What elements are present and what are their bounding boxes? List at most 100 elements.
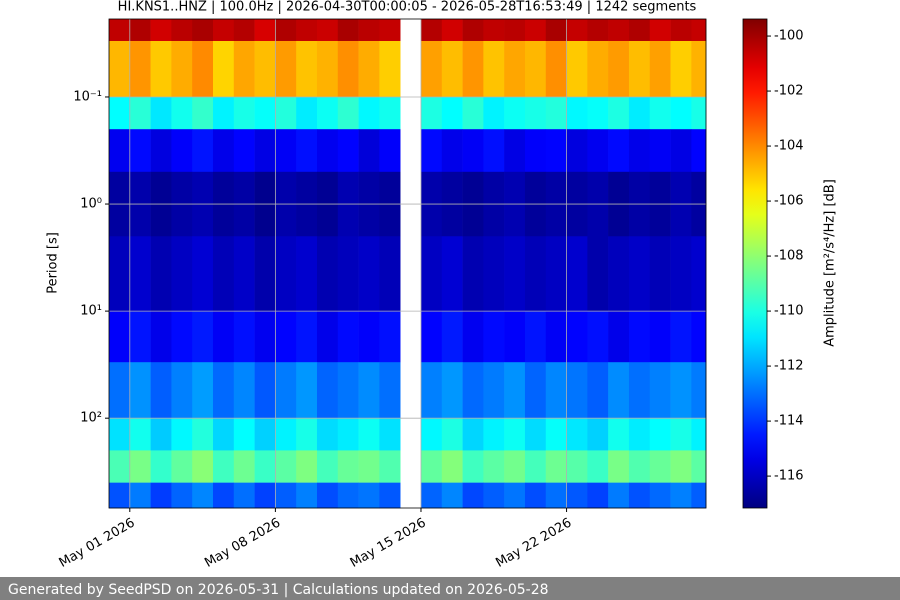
heatmap-cell (233, 450, 255, 483)
heatmap-cell (504, 482, 526, 509)
heatmap-cell (483, 19, 505, 42)
heatmap-cell (420, 96, 443, 130)
heatmap-cell (462, 482, 484, 509)
heatmap-cell (691, 418, 707, 451)
heatmap-cell (545, 236, 567, 312)
heatmap-cell (150, 450, 172, 483)
heatmap-cell (462, 40, 484, 98)
heatmap-cell (337, 96, 359, 130)
heatmap-cell (691, 96, 707, 130)
heatmap-cell (483, 362, 505, 419)
colorbar (742, 18, 768, 509)
heatmap-cell (441, 418, 463, 451)
heatmap-cell (109, 236, 131, 312)
x-tick-label: May 15 2026 (348, 516, 429, 571)
x-tick-label: May 22 2026 (493, 516, 574, 571)
heatmap-cell (150, 96, 172, 130)
x-tick-label: May 01 2026 (57, 516, 138, 571)
heatmap-cell (628, 129, 651, 173)
heatmap-cell (379, 96, 401, 130)
heatmap-cell (524, 362, 547, 419)
heatmap-cell (504, 96, 526, 130)
heatmap-cell (337, 129, 359, 173)
colorbar-label: Amplitude [m²/s⁴/Hz] [dB] (823, 179, 838, 347)
heatmap-cell (379, 418, 401, 451)
heatmap-cell (545, 482, 567, 509)
heatmap-cell (441, 450, 463, 483)
heatmap-cell (379, 482, 401, 509)
heatmap-cell (192, 19, 214, 42)
heatmap-cell (524, 482, 547, 509)
heatmap-cell (608, 40, 630, 98)
heatmap-cell (483, 96, 505, 130)
heatmap-cell (150, 362, 172, 419)
heatmap-cell (316, 418, 339, 451)
heatmap-cell (608, 311, 630, 363)
heatmap-cell (109, 19, 131, 42)
heatmap-cell (296, 129, 318, 173)
heatmap-cell (608, 19, 630, 42)
heatmap-cell (212, 482, 235, 509)
heatmap-cell (420, 450, 443, 483)
x-tick-label: May 08 2026 (202, 516, 283, 571)
y-tick-label: 10² (80, 411, 102, 426)
heatmap-cell (212, 40, 235, 98)
heatmap-cell (566, 96, 588, 130)
heatmap-cell (670, 129, 692, 173)
heatmap-cell (649, 40, 671, 98)
heatmap-cell (233, 96, 255, 130)
heatmap-cell (587, 418, 609, 451)
heatmap-cell (649, 96, 671, 130)
heatmap-cell (441, 236, 463, 312)
heatmap-cell (296, 450, 318, 483)
heatmap-cell (192, 418, 214, 451)
heatmap-cell (691, 40, 707, 98)
heatmap-cell (545, 96, 567, 130)
heatmap-cell (504, 129, 526, 173)
heatmap-cell (441, 19, 463, 42)
heatmap-cell (420, 19, 443, 42)
heatmap-cell (628, 311, 651, 363)
heatmap-cell (316, 96, 339, 130)
heatmap-cell (109, 450, 131, 483)
heatmap-cell (608, 96, 630, 130)
heatmap-cell (628, 450, 651, 483)
colorbar-tick-label: -114 (774, 414, 804, 429)
heatmap-cell (212, 96, 235, 130)
heatmap-cell (524, 40, 547, 98)
heatmap-cell (628, 40, 651, 98)
footer-bar (0, 577, 900, 600)
heatmap-cell (462, 96, 484, 130)
heatmap-cell (275, 129, 297, 173)
heatmap-cell (150, 19, 172, 42)
heatmap-cell (358, 40, 380, 98)
heatmap-cell (483, 236, 505, 312)
heatmap-cell (566, 362, 588, 419)
y-tick-label: 10¹ (80, 304, 102, 319)
heatmap-cell (275, 96, 297, 130)
heatmap-cell (192, 40, 214, 98)
heatmap-cell (608, 362, 630, 419)
heatmap-cell (296, 418, 318, 451)
heatmap-cell (129, 40, 151, 98)
heatmap-cell (420, 418, 443, 451)
heatmap-cell (608, 418, 630, 451)
footer-text: Generated by SeedPSD on 2026-05-31 | Cal… (8, 582, 549, 598)
heatmap-cell (379, 311, 401, 363)
heatmap-cell (171, 236, 193, 312)
heatmap-cell (275, 311, 297, 363)
heatmap-cell (649, 19, 671, 42)
heatmap-cell (587, 96, 609, 130)
heatmap-cell (316, 129, 339, 173)
heatmap-cell (670, 19, 692, 42)
heatmap-cell (587, 40, 609, 98)
heatmap-cell (420, 362, 443, 419)
heatmap-cell (316, 40, 339, 98)
heatmap-cell (441, 482, 463, 509)
heatmap-cell (483, 482, 505, 509)
heatmap-cell (233, 19, 255, 42)
heatmap-cell (358, 96, 380, 130)
heatmap-cell (379, 236, 401, 312)
heatmap-cell (628, 418, 651, 451)
heatmap-cell (150, 40, 172, 98)
